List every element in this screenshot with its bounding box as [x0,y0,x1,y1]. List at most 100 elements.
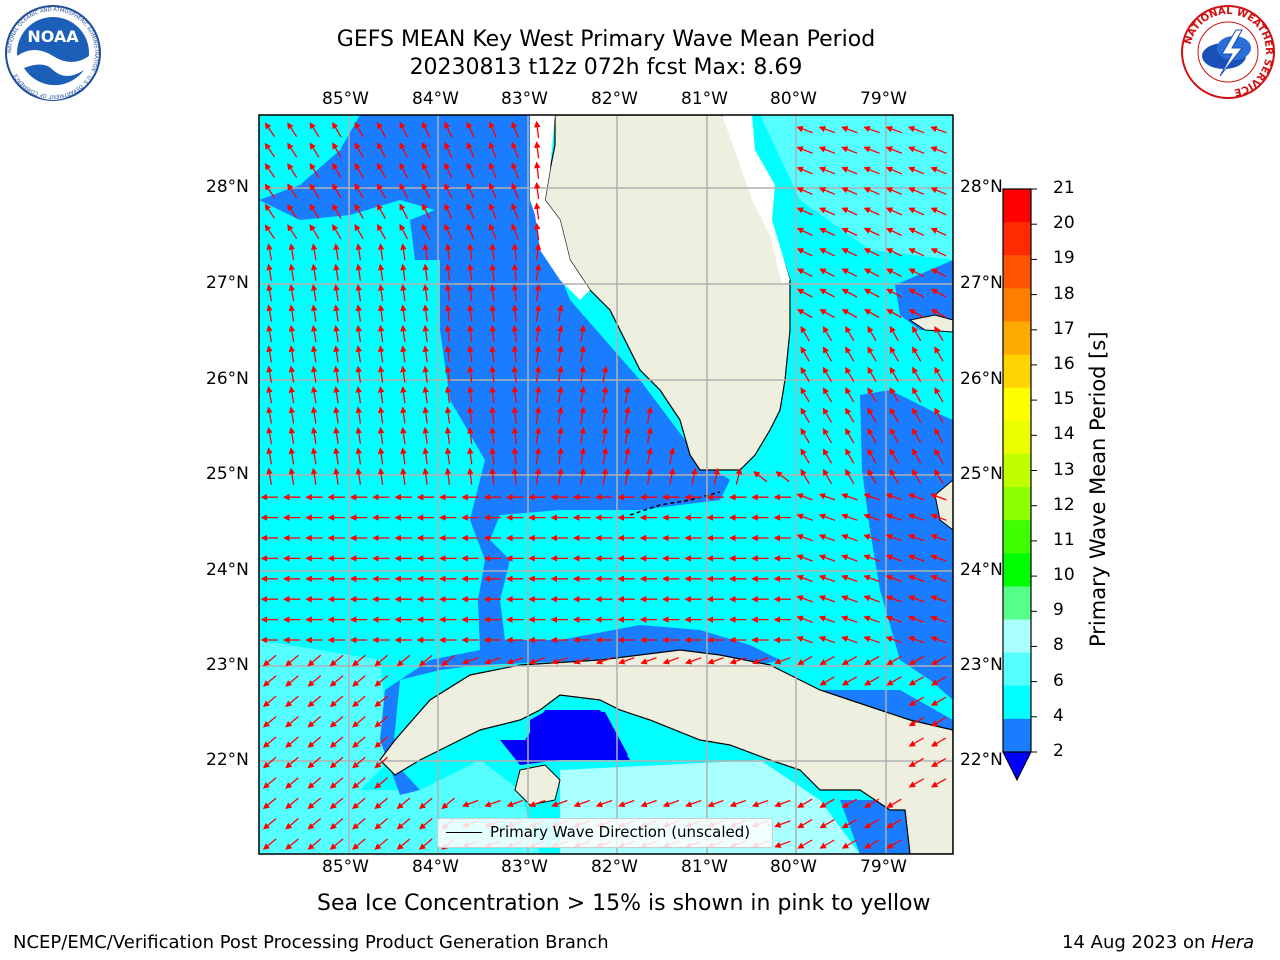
colorbar-band [1003,222,1031,256]
wave-direction-arrow [889,346,899,362]
wave-direction-arrow [285,716,299,728]
wave-direction-arrow [374,716,389,728]
wave-direction-arrow [579,426,586,445]
wave-direction-arrow [907,493,925,501]
wave-direction-arrow [374,695,389,708]
wave-direction-arrow [466,121,475,138]
wave-direction-arrow [930,615,947,623]
wave-direction-arrow [288,324,296,343]
lat-label-left: 26°N [206,369,249,389]
colorbar-band [1003,520,1031,554]
colorbar-label: Primary Wave Mean Period [s] [1086,331,1110,647]
wave-direction-arrow [422,345,429,363]
wave-direction-arrow [422,324,429,342]
wave-direction-arrow [800,407,810,423]
wave-direction-arrow [579,447,586,465]
wave-direction-arrow [534,141,541,159]
wave-direction-arrow [800,387,810,403]
wave-direction-arrow [908,166,925,175]
wave-direction-arrow [930,636,947,644]
wave-direction-arrow [489,284,496,302]
wave-direction-arrow [376,183,386,199]
wave-direction-arrow [797,839,813,849]
wave-direction-arrow [307,818,322,830]
lon-label-top: 80°W [770,89,817,109]
wave-direction-arrow [841,819,858,829]
period-band-under-2-bay [530,710,628,760]
footer-date-text: 14 Aug 2023 on [1062,932,1212,953]
wave-direction-arrow [774,799,791,808]
wave-direction-arrow [333,426,340,444]
wave-direction-arrow [288,467,296,485]
lat-label-right: 27°N [960,273,1003,293]
wave-direction-arrow [310,284,318,302]
colorbar-band [1003,718,1031,753]
wave-direction-arrow [557,304,564,322]
wave-direction-arrow [930,554,947,562]
wave-direction-arrow [534,263,542,281]
wave-direction-arrow [444,426,452,444]
colorbar-tick-label: 13 [1053,459,1075,480]
wave-direction-arrow [930,207,947,216]
wave-direction-arrow [841,615,858,623]
wave-direction-arrow [374,675,389,687]
wave-direction-arrow [818,574,836,583]
wave-direction-arrow [624,426,631,445]
wave-direction-arrow [467,345,474,363]
wave-direction-arrow [377,365,385,383]
wave-direction-arrow [889,325,899,342]
wave-direction-arrow [930,187,947,195]
wave-direction-arrow [818,636,836,644]
wave-direction-arrow [352,756,366,769]
wave-direction-arrow [288,284,296,302]
wave-direction-arrow [285,654,299,667]
wave-direction-arrow [930,757,947,768]
wave-direction-arrow [930,676,947,686]
wave-direction-arrow [867,366,877,383]
wave-direction-arrow [287,224,298,240]
wave-direction-arrow [601,467,609,485]
wave-direction-arrow [818,493,836,501]
wave-direction-arrow [333,365,340,383]
wave-direction-arrow [467,447,474,465]
wave-direction-arrow [934,325,944,342]
wave-direction-arrow [400,406,407,424]
wave-direction-arrow [822,366,833,383]
wave-direction-arrow [885,636,903,644]
colorbar-band [1003,288,1031,322]
wave-direction-arrow [285,777,299,789]
wave-direction-arrow [419,797,433,810]
wave-direction-arrow [288,406,296,424]
wave-direction-arrow [400,365,407,383]
wave-direction-arrow [775,471,790,483]
colorbar-tick-label: 21 [1053,178,1075,198]
wave-direction-arrow [489,324,496,342]
wave-direction-arrow [624,467,631,485]
wave-direction-arrow [329,756,344,769]
wave-direction-arrow [886,288,902,298]
wave-direction-arrow [573,657,590,665]
colorbar-band [1003,321,1031,356]
wave-direction-arrow [646,447,653,465]
wave-direction-arrow [595,799,613,808]
title-line-1: GEFS MEAN Key West Primary Wave Mean Per… [336,27,876,52]
land-isla-juventud [514,764,561,806]
wave-direction-arrow [511,467,519,485]
wave-direction-arrow [511,223,519,240]
wave-direction-arrow [534,365,542,383]
wave-direction-arrow [822,468,833,485]
wave-direction-arrow [264,142,276,158]
wave-direction-arrow [863,207,880,216]
colorbar-tick-label: 10 [1053,565,1075,586]
wave-direction-arrow [377,426,385,444]
wave-direction-arrow [796,513,813,521]
wave-direction-arrow [841,146,858,154]
wave-direction-arrow [332,162,342,179]
wave-direction-arrow [488,121,497,138]
wave-direction-arrow [444,223,453,240]
wave-direction-arrow [352,797,366,810]
lon-label-top: 85°W [322,89,369,109]
wave-direction-arrow [421,182,431,199]
wave-direction-arrow [400,304,407,322]
wave-direction-arrow [484,799,501,808]
